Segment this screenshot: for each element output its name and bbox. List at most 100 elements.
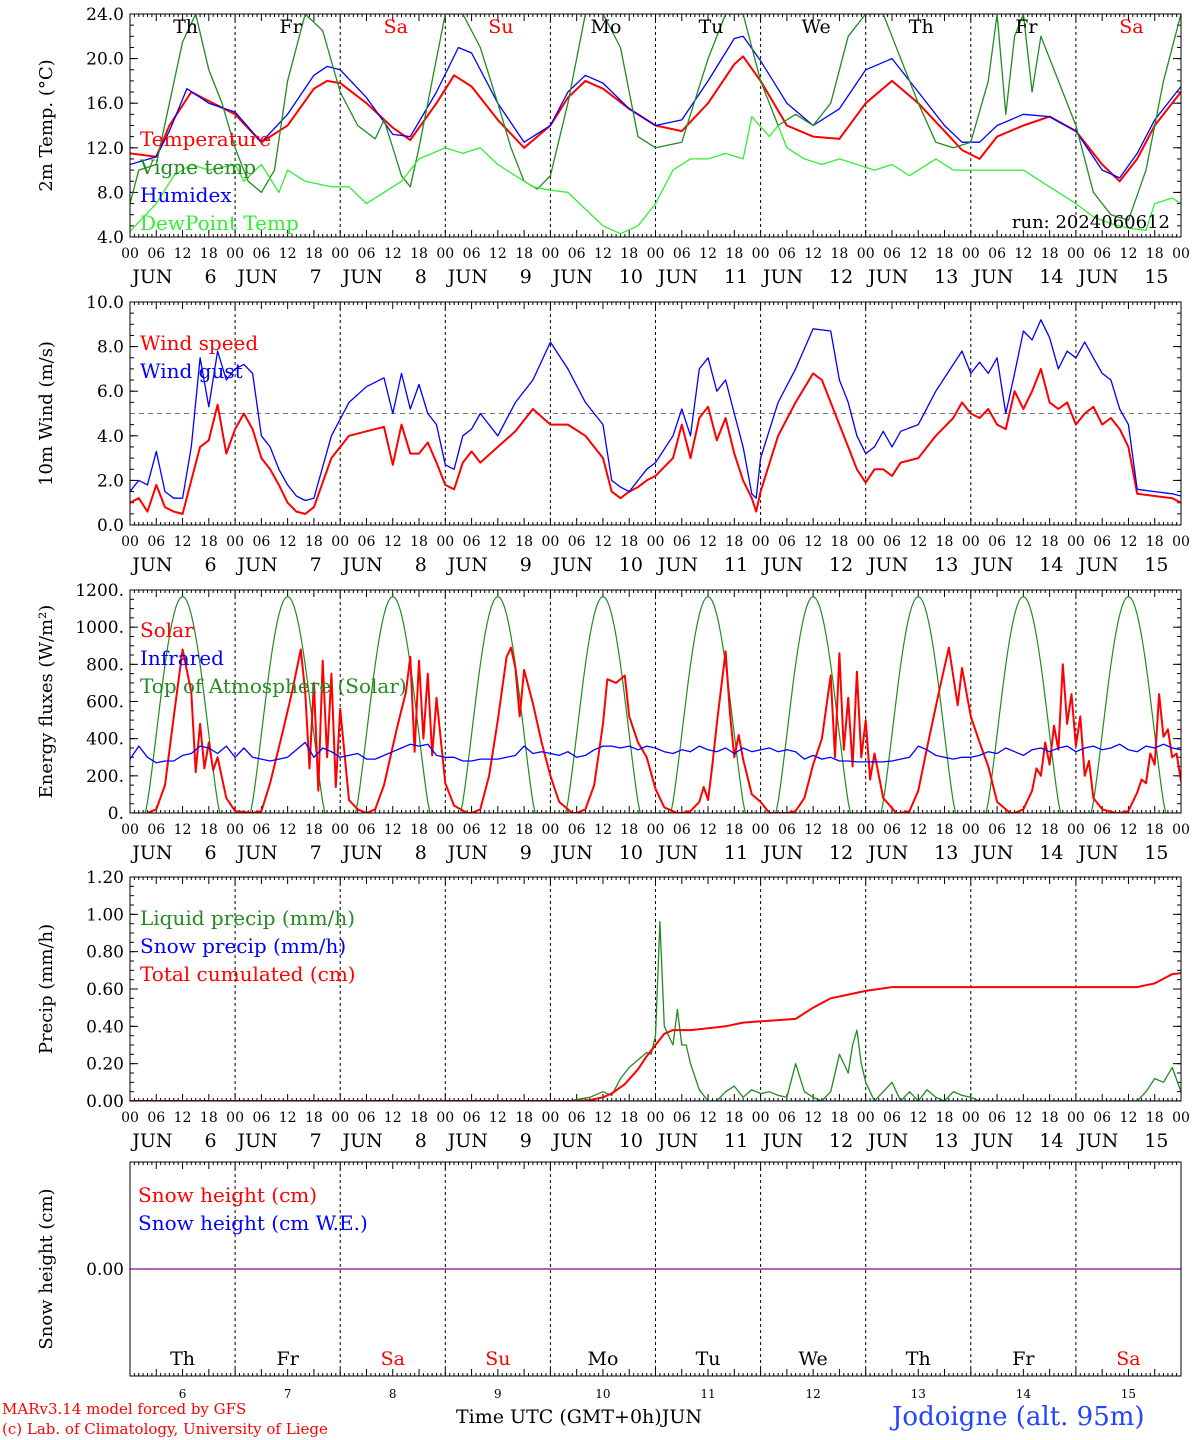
hour-tick-label: 00: [436, 246, 454, 262]
hour-tick-label: 06: [147, 822, 165, 838]
date-day-label: 7: [310, 554, 322, 576]
hour-tick-label: 00: [1172, 246, 1190, 262]
hour-tick-label: 18: [1041, 534, 1059, 550]
y-axis-label: Energy fluxes (W/m²): [36, 605, 57, 799]
hour-tick-label: 00: [331, 1110, 349, 1126]
hour-tick-label: 00: [1172, 534, 1190, 550]
legend-item: Wind gust: [140, 359, 243, 383]
legend-item: Liquid precip (mm/h): [140, 906, 355, 930]
y-tick-label: 800.: [86, 655, 124, 675]
hour-tick-label: 18: [200, 246, 218, 262]
series-infrared: [130, 741, 1181, 764]
hour-tick-label: 18: [305, 534, 323, 550]
hour-tick-label: 12: [804, 822, 822, 838]
hour-tick-label: 00: [331, 246, 349, 262]
hour-tick-label: 06: [988, 822, 1006, 838]
hour-tick-label: 12: [489, 534, 507, 550]
hour-tick-label: 06: [988, 534, 1006, 550]
hour-tick-label: 00: [962, 534, 980, 550]
hour-tick-label: 00: [857, 246, 875, 262]
hour-tick-label: 12: [384, 1110, 402, 1126]
series-group: [130, 319, 1181, 515]
hour-tick-label: 12: [279, 534, 297, 550]
date-day-label: 10: [619, 266, 643, 288]
series-wind-speed: [130, 367, 1181, 515]
panel-0: 4.0 8.0 12.0 16.0 20.0 24.0 2m Temp. (°C) Tempe…: [36, 5, 1190, 288]
date-day-label: 11: [724, 266, 748, 288]
hour-tick-label: 06: [883, 246, 901, 262]
weekday-label: Sa: [1116, 1348, 1140, 1370]
hour-tick-label: 12: [804, 246, 822, 262]
hour-tick-label: 12: [594, 1110, 612, 1126]
date-month-label: JUN: [551, 842, 593, 864]
hour-tick-label: 06: [1093, 1110, 1111, 1126]
hour-tick-label: 00: [436, 1110, 454, 1126]
hour-tick-label: 06: [673, 534, 691, 550]
hour-tick-label: 18: [305, 822, 323, 838]
hour-tick-label: 12: [699, 246, 717, 262]
legend-item: Wind speed: [140, 331, 258, 355]
hour-tick-label: 18: [725, 246, 743, 262]
date-month-label: JUN: [235, 554, 277, 576]
day-number-label: 15: [1121, 1387, 1136, 1401]
hour-tick-label: 12: [489, 1110, 507, 1126]
date-day-label: 12: [829, 554, 853, 576]
date-month-label: JUN: [761, 554, 803, 576]
hour-tick-label: 06: [252, 246, 270, 262]
hour-tick-label: 18: [200, 1110, 218, 1126]
y-tick-label: 8.0: [97, 183, 124, 203]
hour-tick-label: 00: [226, 246, 244, 262]
hour-tick-label: 00: [647, 534, 665, 550]
date-month-label: JUN: [340, 554, 382, 576]
date-month-label: JUN: [130, 1130, 172, 1152]
hour-tick-label: 00: [752, 1110, 770, 1126]
lab-credit: (c) Lab. of Climatology, University of L…: [2, 1420, 328, 1438]
series-temperature: [130, 55, 1181, 183]
date-month-label: JUN: [656, 1130, 698, 1152]
hour-tick-label: 12: [489, 822, 507, 838]
hour-tick-label: 06: [463, 534, 481, 550]
hour-tick-label: 18: [1146, 534, 1164, 550]
date-month-label: JUN: [130, 266, 172, 288]
series-group: [130, 14, 1181, 235]
date-day-label: 15: [1144, 554, 1168, 576]
hour-tick-label: 00: [226, 822, 244, 838]
series-total-cumulated-cm: [130, 972, 1181, 1101]
date-day-label: 7: [310, 1130, 322, 1152]
hour-tick-label: 06: [988, 1110, 1006, 1126]
hour-tick-label: 06: [252, 534, 270, 550]
date-day-label: 8: [415, 266, 427, 288]
date-month-label: JUN: [761, 1130, 803, 1152]
hour-tick-label: 18: [831, 1110, 849, 1126]
date-day-label: 12: [829, 1130, 853, 1152]
legend-item: Top of Atmosphere (Solar): [140, 674, 407, 698]
hour-tick-label: 00: [121, 1110, 139, 1126]
date-day-label: 14: [1039, 842, 1063, 864]
hour-tick-label: 12: [1120, 822, 1138, 838]
hour-tick-label: 06: [358, 534, 376, 550]
hour-tick-label: 00: [962, 822, 980, 838]
hour-tick-label: 18: [1146, 1110, 1164, 1126]
y-tick-label: 0.20: [86, 1055, 124, 1075]
hour-tick-label: 06: [358, 246, 376, 262]
weekday-label: Th: [906, 1348, 931, 1370]
hour-tick-label: 18: [831, 534, 849, 550]
date-month-label: JUN: [235, 842, 277, 864]
hour-tick-label: 06: [778, 822, 796, 838]
legend-item: Humidex: [140, 183, 232, 207]
weekday-label: Sa: [381, 1348, 405, 1370]
hour-tick-label: 18: [936, 1110, 954, 1126]
date-month-label: JUN: [340, 266, 382, 288]
day-number-label: 10: [595, 1387, 610, 1401]
hour-tick-label: 06: [147, 1110, 165, 1126]
legend-item: Vigne temp: [139, 155, 256, 179]
date-day-label: 12: [829, 266, 853, 288]
time-axis-label: Time UTC (GMT+0h)JUN: [456, 1406, 702, 1428]
date-month-label: JUN: [971, 554, 1013, 576]
hour-tick-label: 12: [1120, 246, 1138, 262]
hour-tick-label: 06: [463, 1110, 481, 1126]
hour-tick-label: 00: [647, 1110, 665, 1126]
series-group: [130, 595, 1181, 813]
hour-tick-label: 06: [1093, 246, 1111, 262]
